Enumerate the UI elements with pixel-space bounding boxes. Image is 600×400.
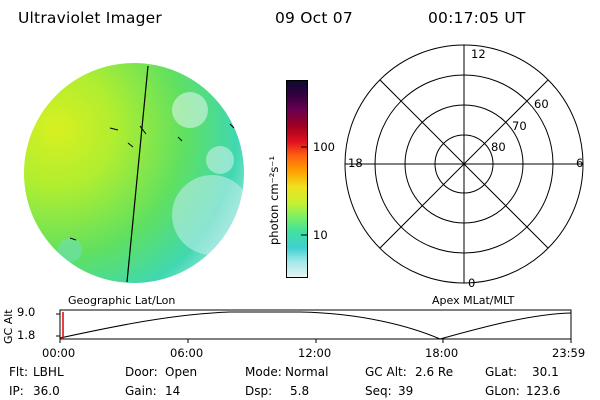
gcalt-label: GC Alt: bbox=[365, 365, 407, 379]
mlt-label-0: 0 bbox=[468, 276, 476, 290]
header-date: 09 Oct 07 bbox=[275, 9, 353, 27]
timeline-ytick-9: 9.0 bbox=[17, 305, 36, 319]
door-label: Door: bbox=[125, 365, 158, 379]
seq-value: 39 bbox=[398, 384, 414, 398]
colorbar-tick-100: 100 bbox=[313, 140, 335, 154]
timeline-ytick-1-8: 1.8 bbox=[17, 328, 36, 342]
flt-label: Flt: bbox=[9, 365, 28, 379]
glat-label: GLat: bbox=[485, 365, 518, 379]
mlt-label-12: 12 bbox=[471, 47, 486, 61]
colorbar-unit-label: photon cm⁻²s⁻¹ bbox=[267, 156, 281, 245]
polar-label: Apex MLat/MLT bbox=[432, 294, 515, 307]
glon-label: GLon: bbox=[485, 384, 520, 398]
seq-label: Seq: bbox=[365, 384, 392, 398]
geographic-label: Geographic Lat/Lon bbox=[68, 294, 176, 307]
mlt-label-6: 6 bbox=[576, 156, 584, 170]
timeline-xtick-0000: 00:00 bbox=[42, 346, 76, 360]
gain-label: Gain: bbox=[125, 384, 157, 398]
glat-value: 30.1 bbox=[532, 365, 559, 379]
timeline-xtick-0600: 06:00 bbox=[170, 346, 204, 360]
header-time: 00:17:05 UT bbox=[428, 9, 526, 27]
mlt-label-18: 18 bbox=[348, 156, 363, 170]
ip-label: IP: bbox=[9, 384, 24, 398]
flt-value: LBHL bbox=[33, 365, 64, 379]
lat-label-70: 70 bbox=[512, 119, 527, 133]
glon-value: 123.6 bbox=[526, 384, 561, 398]
dsp-value: 5.8 bbox=[290, 384, 310, 398]
gcalt-value: 2.6 Re bbox=[415, 365, 454, 379]
timeline-xtick-1800: 18:00 bbox=[425, 346, 459, 360]
timeline-xtick-2359: 23:59 bbox=[552, 346, 586, 360]
lat-label-80: 80 bbox=[491, 140, 506, 154]
colorbar bbox=[286, 80, 308, 278]
timeline-axis-label: GC Alt bbox=[2, 309, 15, 344]
door-value: Open bbox=[165, 365, 198, 379]
mode-value: Normal bbox=[285, 365, 329, 379]
dsp-label: Dsp: bbox=[245, 384, 273, 398]
gain-value: 14 bbox=[165, 384, 181, 398]
app-title: Ultraviolet Imager bbox=[18, 9, 162, 27]
ip-value: 36.0 bbox=[33, 384, 60, 398]
timeline-xtick-1200: 12:00 bbox=[298, 346, 332, 360]
colorbar-tick-10: 10 bbox=[313, 228, 328, 242]
lat-label-60: 60 bbox=[534, 97, 549, 111]
mode-label: Mode: bbox=[245, 365, 282, 379]
